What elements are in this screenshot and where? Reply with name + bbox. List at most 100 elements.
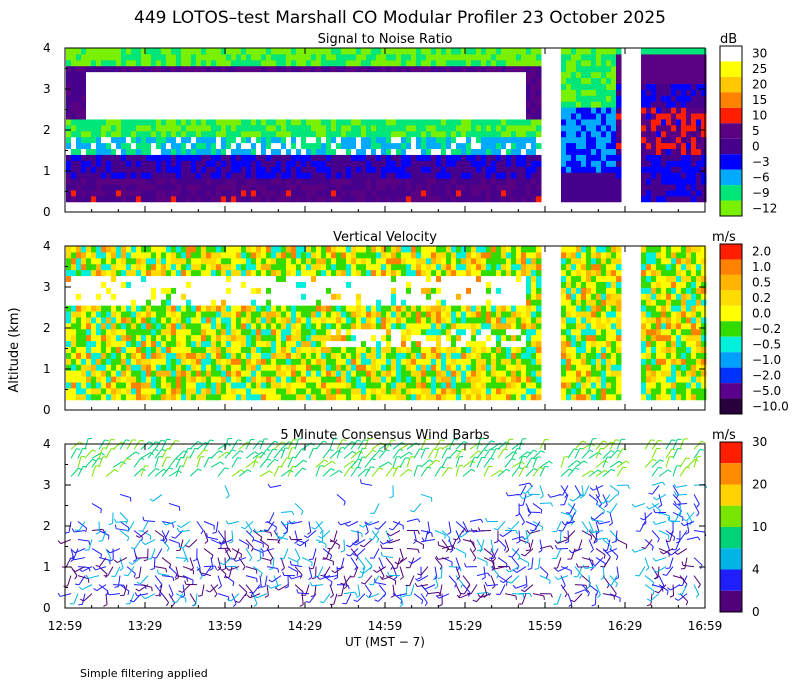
heatmap-cell <box>306 142 312 150</box>
heatmap-cell <box>646 184 652 191</box>
heatmap-cell <box>346 328 352 336</box>
heatmap-cell <box>126 328 132 336</box>
heatmap-cell <box>266 154 272 161</box>
heatmap-cell <box>526 113 532 120</box>
heatmap-cell <box>461 189 467 197</box>
heatmap-cell <box>466 113 472 120</box>
heatmap-cell <box>71 59 77 67</box>
heatmap-cell <box>206 316 212 324</box>
heatmap-cell <box>356 346 362 353</box>
heatmap-cell <box>101 263 107 271</box>
heatmap-cell <box>81 59 87 67</box>
heatmap-cell <box>256 275 262 282</box>
heatmap-cell <box>471 124 477 132</box>
heatmap-cell <box>646 160 652 167</box>
heatmap-cell <box>346 393 352 401</box>
heatmap-cell <box>526 148 532 155</box>
heatmap-cell <box>351 305 357 312</box>
heatmap-cell <box>251 189 257 197</box>
heatmap-cell <box>131 107 137 114</box>
heatmap-cell <box>686 83 692 90</box>
heatmap-cell <box>606 189 612 197</box>
heatmap-cell <box>121 393 127 401</box>
heatmap-cell <box>421 65 427 73</box>
heatmap-cell <box>281 101 287 108</box>
heatmap-cell <box>161 189 167 197</box>
heatmap-cell <box>181 287 187 294</box>
heatmap-cell <box>491 113 497 120</box>
heatmap-cell <box>141 107 147 114</box>
heatmap-cell <box>376 281 382 288</box>
heatmap-cell <box>361 189 367 197</box>
heatmap-cell <box>151 387 157 395</box>
heatmap-cell <box>231 101 237 108</box>
heatmap-cell <box>346 364 352 371</box>
heatmap-cell <box>536 189 542 197</box>
heatmap-cell <box>516 65 522 73</box>
heatmap-cell <box>171 89 177 96</box>
heatmap-cell <box>161 370 167 377</box>
heatmap-cell <box>566 53 572 61</box>
heatmap-cell <box>176 370 182 377</box>
heatmap-cell <box>116 246 122 253</box>
heatmap-cell <box>701 195 707 203</box>
heatmap-cell <box>296 118 302 126</box>
heatmap-cell <box>286 311 292 318</box>
heatmap-cell <box>601 59 607 67</box>
heatmap-cell <box>206 281 212 288</box>
heatmap-cell <box>446 83 452 90</box>
heatmap-cell <box>656 107 662 114</box>
heatmap-cell <box>91 95 97 102</box>
heatmap-cell <box>146 195 152 203</box>
heatmap-cell <box>356 124 362 132</box>
heatmap-cell <box>351 358 357 365</box>
heatmap-cell <box>171 113 177 120</box>
heatmap-cell <box>201 370 207 377</box>
heatmap-cell <box>71 328 77 336</box>
heatmap-cell <box>261 287 267 294</box>
heatmap-cell <box>241 370 247 377</box>
heatmap-cell <box>651 154 657 161</box>
heatmap-cell <box>536 124 542 132</box>
heatmap-cell <box>346 195 352 203</box>
heatmap-cell <box>396 178 402 185</box>
heatmap-cell <box>331 124 337 132</box>
heatmap-cell <box>456 166 462 173</box>
heatmap-cell <box>321 83 327 90</box>
heatmap-cell <box>301 370 307 377</box>
heatmap-cell <box>391 83 397 90</box>
heatmap-cell <box>441 142 447 150</box>
heatmap-cell <box>316 352 322 359</box>
heatmap-cell <box>66 160 72 167</box>
heatmap-cell <box>96 136 102 144</box>
heatmap-cell <box>216 124 222 132</box>
heatmap-cell <box>211 113 217 120</box>
heatmap-cell <box>491 59 497 67</box>
heatmap-cell <box>396 113 402 120</box>
heatmap-cell <box>361 305 367 312</box>
heatmap-cell <box>246 246 252 253</box>
heatmap-cell <box>511 189 517 197</box>
heatmap-cell <box>126 160 132 167</box>
heatmap-cell <box>301 184 307 191</box>
heatmap-cell <box>646 195 652 203</box>
heatmap-cell <box>201 364 207 371</box>
heatmap-cell <box>696 184 702 191</box>
heatmap-cell <box>406 77 412 84</box>
heatmap-cell <box>421 71 427 79</box>
heatmap-cell <box>641 71 647 79</box>
heatmap-cell <box>331 184 337 191</box>
heatmap-cell <box>246 136 252 144</box>
heatmap-cell <box>241 59 247 67</box>
heatmap-cell <box>171 59 177 67</box>
heatmap-cell <box>461 71 467 79</box>
heatmap-cell <box>186 142 192 150</box>
heatmap-cell <box>76 269 82 277</box>
heatmap-cell <box>206 178 212 185</box>
heatmap-cell <box>71 293 77 300</box>
heatmap-cell <box>136 322 142 330</box>
heatmap-cell <box>131 316 137 324</box>
heatmap-cell <box>376 136 382 144</box>
heatmap-cell <box>536 65 542 73</box>
